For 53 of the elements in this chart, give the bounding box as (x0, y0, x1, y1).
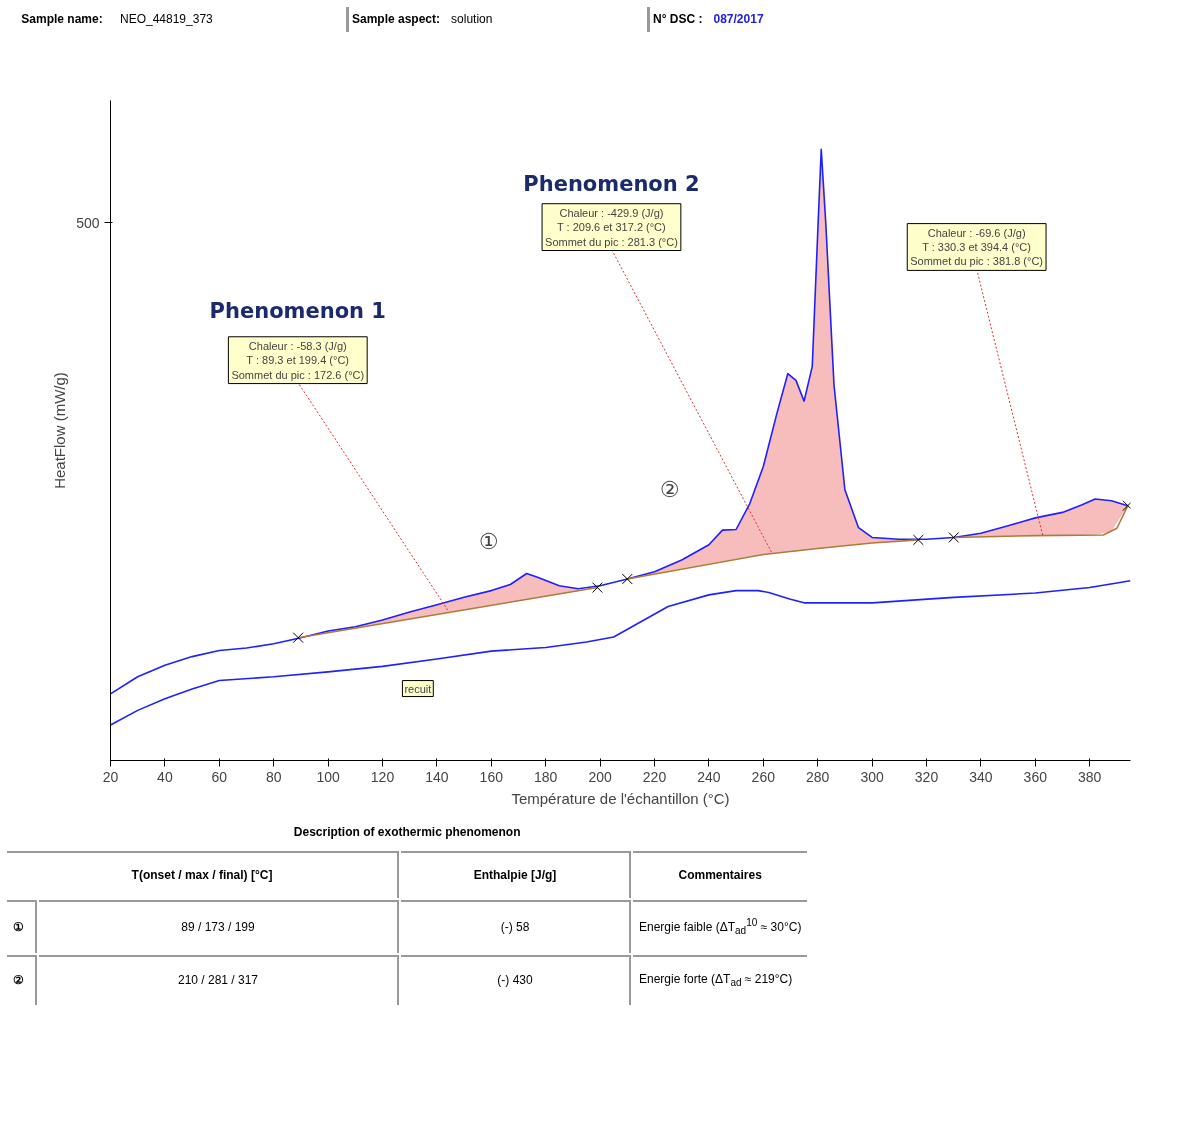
x-tick-label: 80 (265, 768, 282, 785)
x-tick-label: 340 (969, 768, 993, 785)
x-tick-label: 40 (157, 768, 173, 785)
point (948, 531, 960, 543)
annotation: Phenomenon 1 (209, 299, 386, 324)
x-tick-label: 360 (1023, 768, 1048, 785)
point (912, 534, 924, 546)
annotation: ① (478, 529, 499, 555)
text: (-) 58 (401, 900, 631, 953)
x-tick-label: 300 (860, 768, 884, 785)
x-tick-label: 20 (102, 768, 119, 785)
annotation: Phenomenon 2 (523, 172, 700, 197)
text: Sample name: (20, 11, 104, 28)
text: Energie forte (ΔT$_{ad}$ ≈ 219°C) (633, 954, 808, 1005)
point (292, 632, 304, 644)
text: 500 (76, 214, 100, 231)
text: Enthalpie [J/g] (401, 851, 631, 899)
y-axis-title: HeatFlow (mW/g) (51, 372, 69, 489)
annotation: ② (659, 477, 680, 503)
x-tick-label: 280 (806, 768, 830, 785)
annotation: Chaleur : -58.3 (J/g) T : 89.3 et 199.4 (°C) Sommet du pic : 172.6 (°C) (231, 339, 365, 381)
x-tick-label: 200 (588, 768, 612, 785)
x-tick-label: 100 (316, 768, 340, 785)
x-tick-label: 260 (751, 768, 776, 785)
x-tick-label: 380 (1078, 768, 1102, 785)
text: 210 / 281 / 317 (39, 954, 399, 1005)
point (591, 582, 603, 594)
text: ② (7, 954, 37, 1005)
annotation: recuit (404, 682, 432, 695)
x-tick-label: 320 (914, 768, 939, 785)
text: Description of exothermic phenomenon (292, 824, 522, 841)
text: Energie faible (ΔT$_{ad}$$^{10}$ ≈ 30°C) (633, 900, 808, 953)
x-tick-label: 160 (479, 768, 504, 785)
text: ① (7, 900, 37, 953)
x-tick-label: 140 (425, 768, 449, 785)
x-tick-label: 60 (211, 768, 228, 785)
text: T(onset / max / final) [°C] (7, 851, 399, 899)
text: 087/2017 (712, 11, 765, 28)
text: solution (450, 7, 651, 33)
x-axis-title: Température de l'échantillon (°C) (511, 789, 730, 807)
text: NEO_44819_373 (119, 7, 349, 33)
x-tick-label: 220 (642, 768, 667, 785)
text: Commentaires (633, 851, 808, 899)
text: 89 / 173 / 199 (39, 900, 399, 953)
point (621, 573, 633, 585)
annotation: Chaleur : -429.9 (J/g) T : 209.6 et 317.2 (°C) Sommet du pic : 281.3 (°C) (545, 206, 678, 248)
x-tick-label: 180 (534, 768, 558, 785)
x-tick-label: 240 (697, 768, 721, 785)
text: (-) 430 (401, 954, 631, 1005)
text: N° DSC : (652, 11, 704, 28)
text: Sample aspect: (351, 11, 442, 28)
x-tick-label: 120 (370, 768, 395, 785)
annotation: Chaleur : -69.6 (J/g) T : 330.3 et 394.4 (°C) Sommet du pic : 381.8 (°C) (910, 226, 1044, 268)
